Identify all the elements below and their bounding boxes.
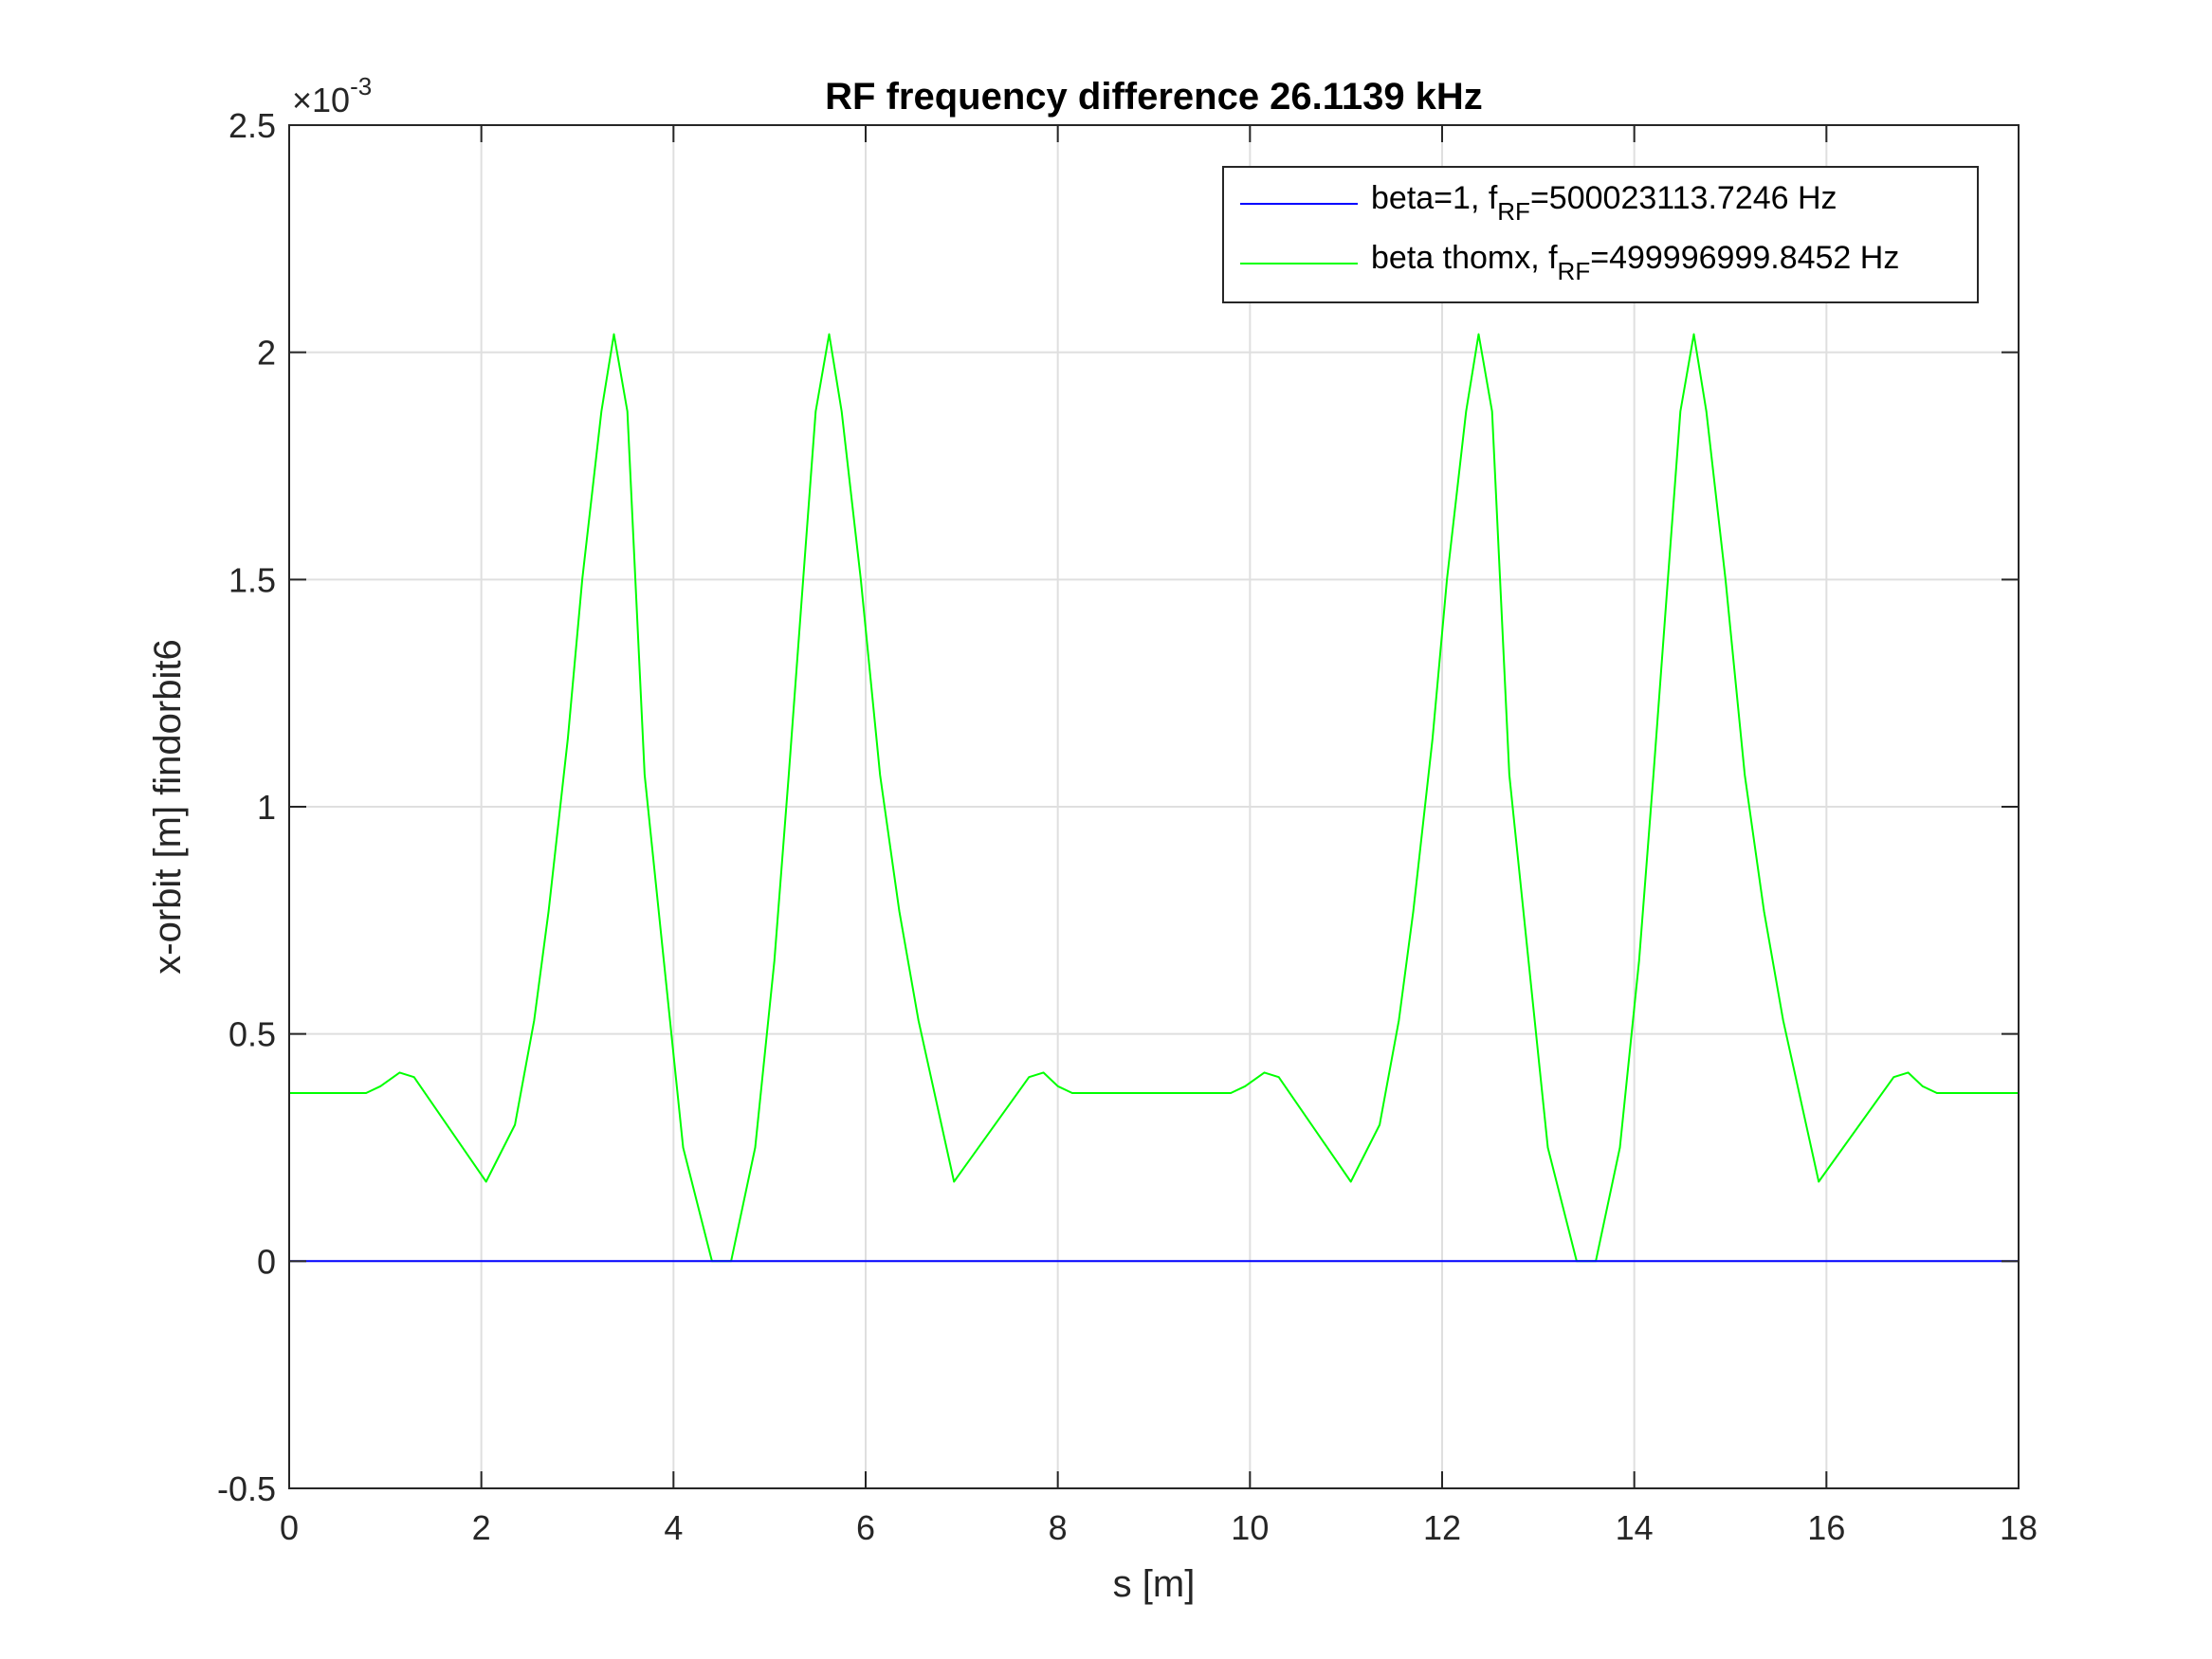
ticks bbox=[288, 124, 2020, 1489]
legend-entry-beta1: beta=1, fRF=500023113.7246 Hz bbox=[1371, 180, 1837, 226]
chart-title: RF frequency difference 26.1139 kHz bbox=[825, 76, 1483, 118]
x-tick-label: 16 bbox=[1807, 1508, 1845, 1547]
x-tick-labels: 0 2 4 6 8 10 12 14 16 18 bbox=[280, 1508, 2038, 1547]
x-tick-label: 6 bbox=[856, 1508, 875, 1547]
y-exponent-label: ×10-3 bbox=[292, 72, 372, 119]
legend: beta=1, fRF=500023113.7246 Hz beta thomx… bbox=[1222, 166, 1979, 303]
x-tick-label: 18 bbox=[2000, 1508, 2038, 1547]
y-tick-label: 2 bbox=[257, 334, 276, 373]
x-tick-label: 2 bbox=[472, 1508, 491, 1547]
x-tick-label: 0 bbox=[280, 1508, 299, 1547]
y-tick-label: 1.5 bbox=[229, 560, 276, 599]
y-tick-label: 0.5 bbox=[229, 1015, 276, 1054]
x-tick-label: 8 bbox=[1049, 1508, 1068, 1547]
series-line-beta-thomx bbox=[289, 333, 2019, 1263]
legend-entry-beta-thomx: beta thomx, fRF=499996999.8452 Hz bbox=[1371, 240, 1899, 285]
x-tick-label: 4 bbox=[664, 1508, 683, 1547]
y-tick-label: -0.5 bbox=[217, 1469, 276, 1508]
y-tick-label: 2.5 bbox=[229, 106, 276, 145]
y-tick-label: 1 bbox=[257, 788, 276, 827]
y-tick-label: 0 bbox=[257, 1242, 276, 1281]
x-tick-label: 10 bbox=[1231, 1508, 1269, 1547]
x-tick-label: 12 bbox=[1423, 1508, 1461, 1547]
y-axis-label: x-orbit [m] findorbit6 bbox=[147, 639, 189, 974]
series-layer bbox=[289, 333, 2019, 1263]
x-axis-label: s [m] bbox=[1113, 1563, 1196, 1605]
legend-box bbox=[1222, 166, 1979, 303]
x-tick-label: 14 bbox=[1616, 1508, 1654, 1547]
y-tick-labels: -0.5 0 0.5 1 1.5 2 2.5 bbox=[217, 106, 276, 1508]
